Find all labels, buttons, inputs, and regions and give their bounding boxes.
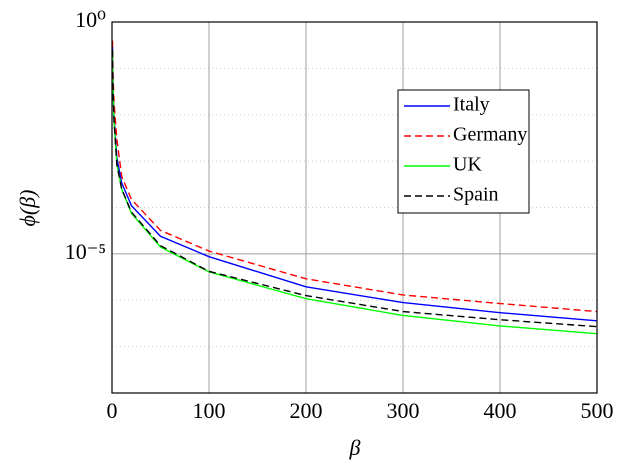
x-tick-label: 100 bbox=[193, 398, 226, 423]
x-tick-label: 200 bbox=[290, 398, 323, 423]
line-series bbox=[111, 49, 598, 328]
x-tick-label: 300 bbox=[387, 398, 420, 423]
x-tick-label: 400 bbox=[484, 398, 517, 423]
y-tick-label: 10⁻⁵ bbox=[65, 239, 106, 264]
legend-label: Germany bbox=[453, 124, 527, 146]
legend-label: Spain bbox=[453, 184, 499, 206]
line-series bbox=[111, 49, 598, 335]
plot-frame bbox=[111, 21, 598, 394]
x-axis-label: β bbox=[349, 435, 361, 460]
y-tick-label: 10⁰ bbox=[75, 7, 106, 32]
legend-label: UK bbox=[453, 154, 482, 176]
legend-label: Italy bbox=[453, 94, 490, 116]
y-axis-label: ϕ(β) bbox=[15, 190, 40, 227]
legend: Italy Germany UK Spain bbox=[397, 89, 530, 214]
x-tick-label: 0 bbox=[107, 398, 118, 423]
x-tick-label: 500 bbox=[581, 398, 614, 423]
legend-box bbox=[397, 89, 530, 214]
